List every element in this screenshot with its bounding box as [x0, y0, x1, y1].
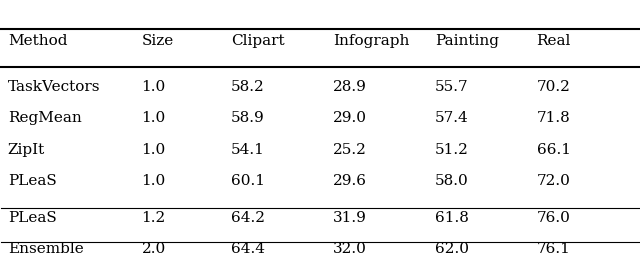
Text: RegMean: RegMean	[8, 111, 81, 125]
Text: Clipart: Clipart	[231, 34, 284, 48]
Text: Infograph: Infograph	[333, 34, 409, 48]
Text: 58.2: 58.2	[231, 80, 264, 94]
Text: 58.0: 58.0	[435, 174, 468, 188]
Text: 31.9: 31.9	[333, 211, 367, 225]
Text: PLeaS: PLeaS	[8, 174, 56, 188]
Text: Real: Real	[537, 34, 571, 48]
Text: Size: Size	[141, 34, 174, 48]
Text: Ensemble: Ensemble	[8, 242, 83, 256]
Text: 72.0: 72.0	[537, 174, 570, 188]
Text: 32.0: 32.0	[333, 242, 367, 256]
Text: Painting: Painting	[435, 34, 499, 48]
Text: TaskVectors: TaskVectors	[8, 80, 100, 94]
Text: Method: Method	[8, 34, 67, 48]
Text: PLeaS: PLeaS	[8, 211, 56, 225]
Text: 62.0: 62.0	[435, 242, 468, 256]
Text: 57.4: 57.4	[435, 111, 468, 125]
Text: 2.0: 2.0	[141, 242, 166, 256]
Text: 29.0: 29.0	[333, 111, 367, 125]
Text: 61.8: 61.8	[435, 211, 468, 225]
Text: 71.8: 71.8	[537, 111, 570, 125]
Text: 1.2: 1.2	[141, 211, 166, 225]
Text: 28.9: 28.9	[333, 80, 367, 94]
Text: 25.2: 25.2	[333, 143, 367, 157]
Text: 1.0: 1.0	[141, 143, 166, 157]
Text: 70.2: 70.2	[537, 80, 570, 94]
Text: 60.1: 60.1	[231, 174, 265, 188]
Text: 54.1: 54.1	[231, 143, 265, 157]
Text: 1.0: 1.0	[141, 80, 166, 94]
Text: ZipIt: ZipIt	[8, 143, 45, 157]
Text: 58.9: 58.9	[231, 111, 264, 125]
Text: 29.6: 29.6	[333, 174, 367, 188]
Text: 55.7: 55.7	[435, 80, 468, 94]
Text: 1.0: 1.0	[141, 174, 166, 188]
Text: 66.1: 66.1	[537, 143, 571, 157]
Text: 76.1: 76.1	[537, 242, 570, 256]
Text: 64.4: 64.4	[231, 242, 265, 256]
Text: 76.0: 76.0	[537, 211, 570, 225]
Text: 1.0: 1.0	[141, 111, 166, 125]
Text: 51.2: 51.2	[435, 143, 468, 157]
Text: 64.2: 64.2	[231, 211, 265, 225]
